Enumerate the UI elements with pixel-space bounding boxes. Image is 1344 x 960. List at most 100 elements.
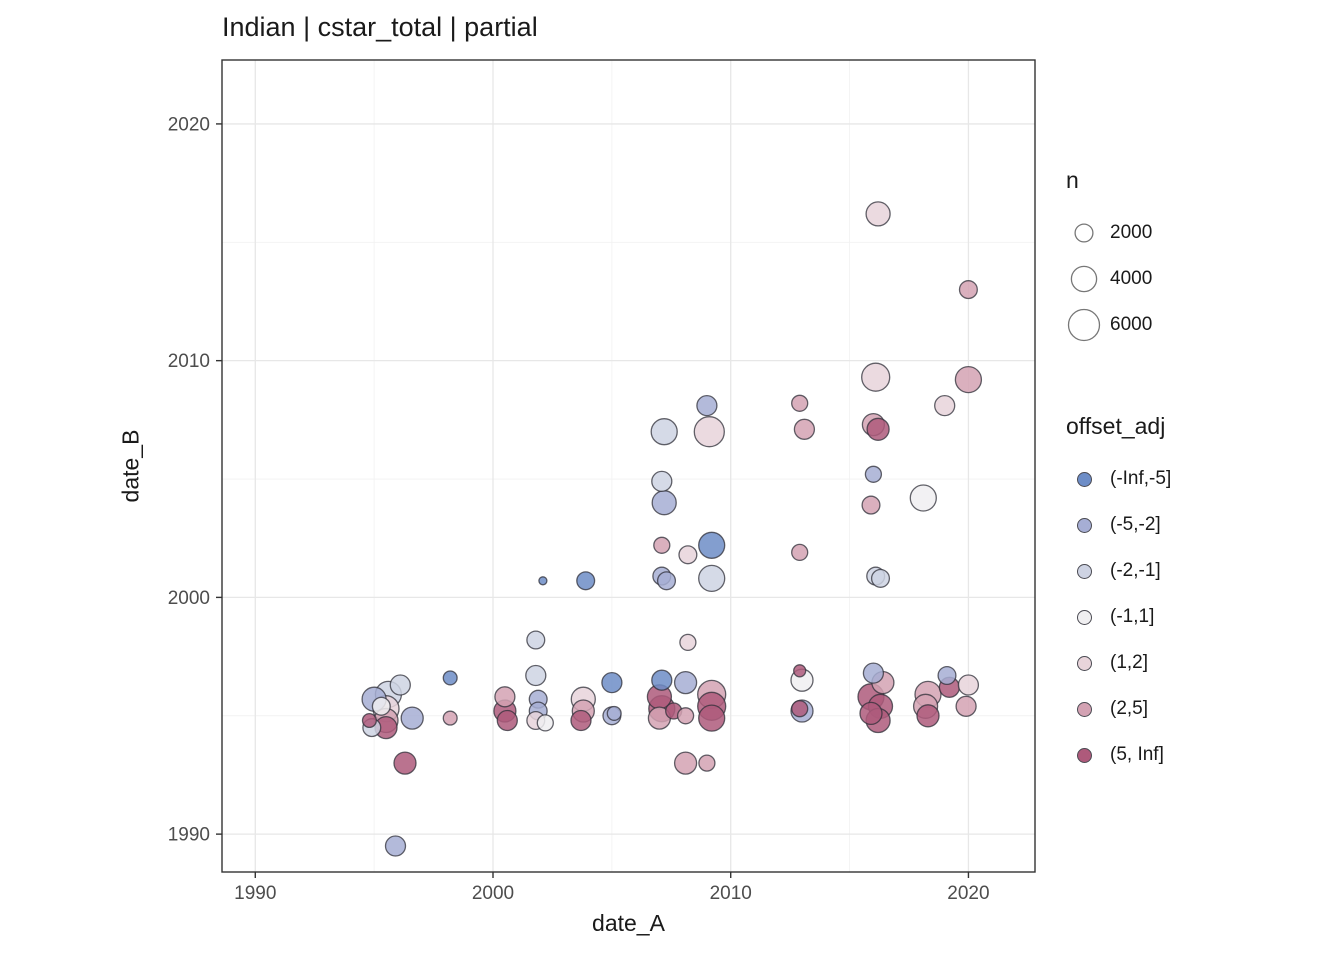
size-legend-item: 4000 — [1066, 256, 1152, 302]
panel-background — [222, 60, 1035, 872]
x-axis-title: date_A — [592, 910, 665, 936]
size-legend-item: 2000 — [1066, 210, 1152, 256]
color-legend-label: (1,2] — [1110, 652, 1149, 673]
color-swatch-icon — [1076, 747, 1092, 763]
color-swatch-icon — [1076, 701, 1092, 717]
data-point — [442, 670, 458, 686]
data-point — [651, 470, 673, 493]
data-point — [525, 664, 547, 687]
data-point — [862, 662, 885, 684]
color-legend-label: (-5,-2] — [1110, 514, 1161, 535]
data-point — [934, 394, 956, 417]
color-swatch-icon — [1076, 563, 1092, 579]
data-point — [606, 705, 622, 721]
gridlines — [222, 60, 1035, 872]
color-swatch-icon — [1076, 517, 1092, 533]
data-point — [958, 280, 978, 300]
color-legend-item: (5, Inf] — [1066, 732, 1171, 778]
data-point — [526, 630, 546, 650]
x-tick-label: 1990 — [234, 883, 276, 904]
size-legend-circle-icon — [1066, 307, 1102, 343]
color-legend-item: (1,2] — [1066, 640, 1171, 686]
data-point — [865, 201, 891, 227]
data-point — [538, 576, 548, 586]
data-point — [698, 754, 716, 772]
size-legend-label: 4000 — [1110, 268, 1153, 289]
size-legend-label: 6000 — [1110, 314, 1153, 335]
data-point — [791, 394, 809, 412]
x-tick-label: 2010 — [710, 883, 752, 904]
data-point — [651, 490, 677, 516]
data-point — [361, 712, 377, 729]
color-swatch-icon — [1076, 609, 1092, 625]
size-legend: n 2000 4000 6000 — [1066, 166, 1152, 348]
x-tick-label: 2020 — [947, 883, 989, 904]
color-legend-item: (-Inf,-5] — [1066, 456, 1171, 502]
color-legend-label: (-2,-1] — [1110, 560, 1161, 581]
data-point — [791, 543, 809, 562]
chart-title: Indian | cstar_total | partial — [222, 12, 538, 42]
y-tick-label: 2020 — [168, 114, 210, 135]
data-point — [693, 416, 725, 448]
x-tick-label: 2000 — [472, 883, 514, 904]
data-point — [384, 835, 407, 857]
data-points — [361, 201, 983, 857]
data-point — [870, 568, 891, 588]
data-point — [861, 362, 891, 392]
color-legend-item: (2,5] — [1066, 686, 1171, 732]
data-point — [909, 484, 937, 512]
color-legend-label: (5, Inf] — [1110, 744, 1164, 765]
data-point — [696, 394, 718, 417]
data-point — [698, 564, 726, 593]
color-legend-label: (-1,1] — [1110, 606, 1155, 627]
data-point — [650, 418, 678, 446]
panel-border — [221, 59, 1036, 873]
data-point — [698, 704, 726, 732]
data-point — [496, 709, 518, 732]
data-point — [576, 571, 596, 591]
data-point — [957, 674, 980, 696]
color-legend-item: (-1,1] — [1066, 594, 1171, 640]
data-point — [678, 545, 698, 565]
data-point — [793, 418, 816, 440]
data-point — [393, 751, 417, 775]
data-point — [651, 669, 673, 691]
data-point — [673, 670, 698, 695]
data-point — [676, 707, 695, 725]
data-point — [371, 696, 391, 716]
data-point — [653, 536, 671, 554]
color-legend-item: (-2,-1] — [1066, 548, 1171, 594]
color-legend: offset_adj (-Inf,-5] (-5,-2] (-2,-1] (-1… — [1066, 412, 1171, 778]
y-tick-label: 1990 — [168, 825, 210, 846]
data-point — [656, 571, 677, 591]
data-point — [400, 706, 424, 730]
data-point — [570, 709, 592, 732]
data-point — [955, 695, 977, 717]
data-point — [954, 365, 983, 394]
size-legend-circle-icon — [1066, 261, 1102, 297]
color-legend-label: (-Inf,-5] — [1110, 468, 1172, 489]
data-point — [791, 700, 809, 718]
size-legend-label: 2000 — [1110, 222, 1153, 243]
data-point — [859, 701, 883, 726]
data-point — [937, 665, 957, 686]
data-point — [864, 465, 883, 483]
y-tick-label: 2000 — [168, 588, 210, 609]
color-legend-label: (2,5] — [1110, 698, 1149, 719]
data-point — [494, 686, 516, 708]
data-point — [389, 674, 411, 696]
size-legend-item: 6000 — [1066, 302, 1152, 348]
color-swatch-icon — [1076, 655, 1092, 671]
data-point — [536, 714, 554, 732]
data-point — [698, 531, 726, 559]
color-legend-title: offset_adj — [1066, 413, 1166, 439]
data-point — [673, 751, 698, 775]
data-point — [866, 417, 890, 441]
size-legend-circle-icon — [1066, 215, 1102, 251]
y-tick-label: 2010 — [168, 351, 210, 372]
y-axis-title: date_B — [117, 429, 144, 503]
color-swatch-icon — [1076, 471, 1092, 487]
axis-ticks: 1990 2000 2010 2020 1990 2000 2010 2020 — [168, 114, 990, 904]
